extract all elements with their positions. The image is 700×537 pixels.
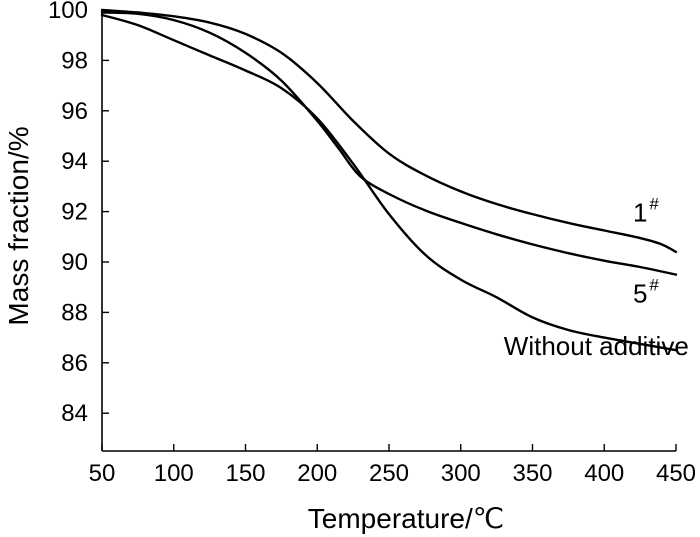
x-tick-label: 250 [369, 460, 409, 487]
y-ticks: 84 86 88 90 92 94 96 98 100 [48, 0, 109, 427]
series-line-1 [100, 8, 678, 254]
y-tick-label: 92 [61, 199, 88, 226]
y-tick-label: 86 [61, 350, 88, 377]
y-tick-label: 90 [61, 249, 88, 276]
x-tick-label: 100 [154, 460, 194, 487]
y-axis-title: Mass fraction/% [3, 126, 34, 325]
y-tick-label: 100 [48, 0, 88, 24]
x-tick-label: 450 [656, 460, 696, 487]
x-tick-label: 350 [512, 460, 552, 487]
series-line-2 [100, 11, 678, 276]
axes [101, 10, 676, 452]
x-tick-label: 400 [584, 460, 624, 487]
x-ticks: 50 100 150 200 250 300 350 400 450 [89, 444, 696, 487]
y-tick-label: 88 [61, 299, 88, 326]
y-tick-label: 84 [61, 400, 88, 427]
series-annotation-3: Without additive [504, 331, 689, 361]
y-tick-label: 96 [61, 98, 88, 125]
y-tick-label: 98 [61, 47, 88, 74]
series-annotation-1: 1 # [633, 195, 659, 228]
x-tick-label: 200 [297, 460, 337, 487]
series-group [100, 8, 678, 352]
series-line-3 [100, 13, 678, 352]
x-tick-label: 150 [225, 460, 265, 487]
x-tick-label: 50 [89, 460, 116, 487]
x-axis-title: Temperature/℃ [308, 503, 504, 534]
annotations: 1 # 5 # Without additive [504, 195, 689, 362]
x-tick-label: 300 [441, 460, 481, 487]
series-annotation-2: 5 # [633, 275, 659, 308]
y-tick-label: 94 [61, 148, 88, 175]
